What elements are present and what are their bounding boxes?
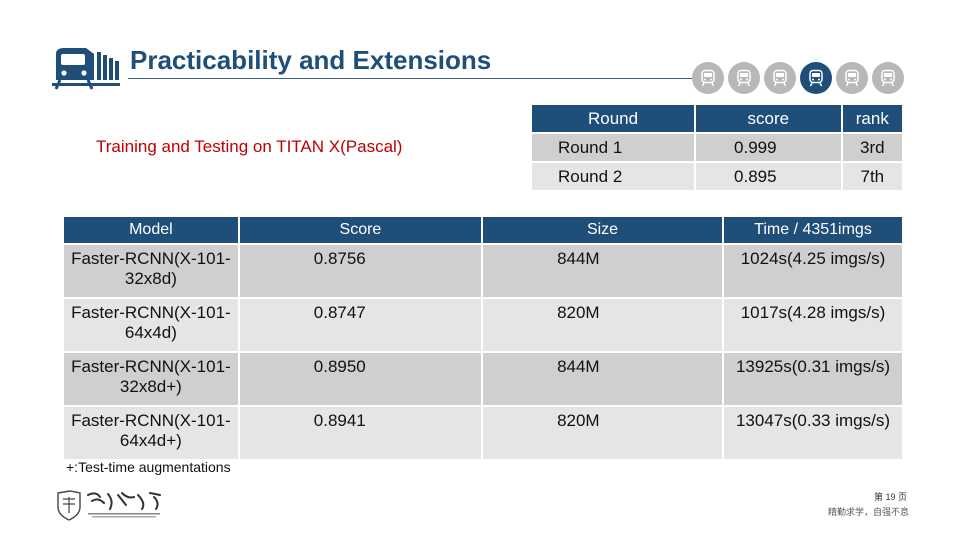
header-cell-time: Time / 4351imgs <box>723 217 902 243</box>
train-icon <box>701 69 715 87</box>
size-cell: 820M <box>483 407 722 459</box>
header-cell-round: Round <box>532 105 695 132</box>
motto-text: 精勤求学，自强不息 <box>828 507 910 517</box>
score-cell: 0.8950 <box>239 353 482 405</box>
header-cell-score: Score <box>239 217 482 243</box>
table-row: Faster-RCNN(X-101- 64x4d) 0.8747 820M 10… <box>64 299 902 351</box>
table-header-row: Model Score Size Time / 4351imgs <box>64 217 902 243</box>
table-row: Round 2 0.895 7th <box>532 163 902 190</box>
table-row: Round 1 0.999 3rd <box>532 134 902 161</box>
model-cell: Faster-RCNN(X-101- 32x8d) <box>64 245 238 297</box>
model-cell: Faster-RCNN(X-101- 64x4d) <box>64 299 238 351</box>
table-row: Faster-RCNN(X-101- 64x4d+) 0.8941 820M 1… <box>64 407 902 459</box>
score-cell: 0.8756 <box>239 245 482 297</box>
page-number: 第 19 页 <box>874 492 908 502</box>
section-progress <box>692 62 904 98</box>
footnote: +:Test-time augmentations <box>66 459 231 475</box>
table-header-row: Round score rank <box>532 105 902 132</box>
model-name-line: Faster-RCNN(X-101- <box>71 303 231 322</box>
size-cell: 820M <box>483 299 722 351</box>
university-logo <box>56 489 166 521</box>
train-icon <box>773 69 787 87</box>
model-name-line: Faster-RCNN(X-101- <box>71 411 231 430</box>
score-cell: 0.999 <box>696 134 841 161</box>
train-logo-icon <box>52 44 122 94</box>
header-divider <box>128 78 710 79</box>
train-icon <box>737 69 751 87</box>
round-results-table: Round score rank Round 1 0.999 3rd Round… <box>530 103 904 192</box>
rank-cell: 3rd <box>842 134 902 161</box>
score-cell: 0.895 <box>696 163 841 190</box>
time-cell: 13925s(0.31 imgs/s) <box>723 353 902 405</box>
header-cell-score: score <box>696 105 841 132</box>
train-icon <box>845 69 859 87</box>
header-cell-rank: rank <box>842 105 902 132</box>
score-cell: 0.8747 <box>239 299 482 351</box>
model-name-line: 64x4d) <box>124 323 177 342</box>
progress-step-3 <box>764 62 796 94</box>
table-row: Faster-RCNN(X-101- 32x8d+) 0.8950 844M 1… <box>64 353 902 405</box>
subtitle: Training and Testing on TITAN X(Pascal) <box>96 137 403 156</box>
model-name-line: Faster-RCNN(X-101- <box>71 249 231 268</box>
train-icon <box>809 69 823 87</box>
time-cell: 1024s(4.25 imgs/s) <box>723 245 902 297</box>
model-name-line: Faster-RCNN(X-101- <box>71 357 231 376</box>
page-title: Practicability and Extensions <box>130 45 492 75</box>
table-row: Faster-RCNN(X-101- 32x8d) 0.8756 844M 10… <box>64 245 902 297</box>
progress-step-2 <box>728 62 760 94</box>
size-cell: 844M <box>483 245 722 297</box>
model-name-line: 32x8d) <box>124 269 177 288</box>
score-cell: 0.8941 <box>239 407 482 459</box>
model-name-line: 32x8d+) <box>119 377 182 396</box>
model-cell: Faster-RCNN(X-101- 32x8d+) <box>64 353 238 405</box>
progress-step-4 <box>800 62 832 94</box>
progress-step-1 <box>692 62 724 94</box>
time-cell: 1017s(4.28 imgs/s) <box>723 299 902 351</box>
header-cell-model: Model <box>64 217 238 243</box>
header-cell-size: Size <box>483 217 722 243</box>
model-name-line: 64x4d+) <box>119 431 182 450</box>
round-cell: Round 2 <box>532 163 695 190</box>
size-cell: 844M <box>483 353 722 405</box>
progress-step-6 <box>872 62 904 94</box>
model-comparison-table: Model Score Size Time / 4351imgs Faster-… <box>62 215 904 461</box>
model-cell: Faster-RCNN(X-101- 64x4d+) <box>64 407 238 459</box>
progress-step-5 <box>836 62 868 94</box>
train-icon <box>881 69 895 87</box>
round-cell: Round 1 <box>532 134 695 161</box>
time-cell: 13047s(0.33 imgs/s) <box>723 407 902 459</box>
rank-cell: 7th <box>842 163 902 190</box>
